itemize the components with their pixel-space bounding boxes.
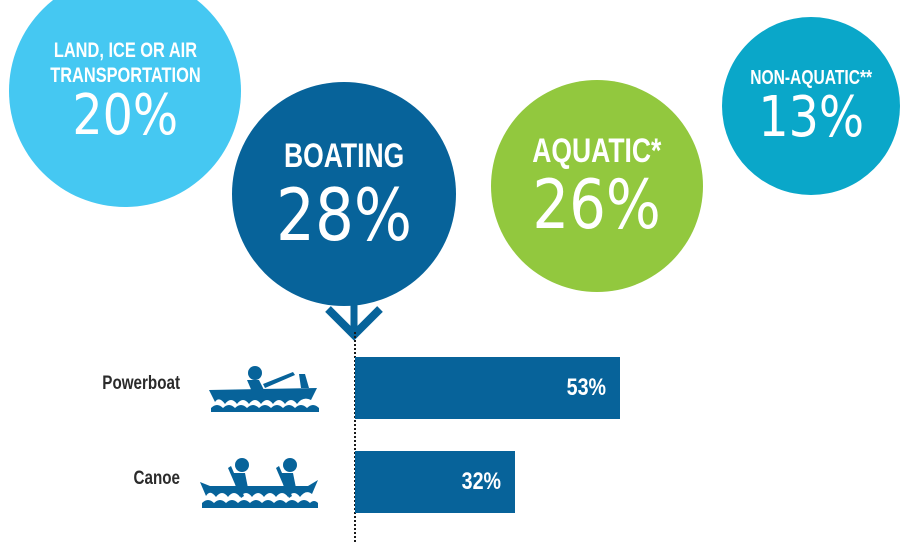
bubble-value: 26% — [532, 166, 662, 245]
bubble-label: AQUATIC* — [532, 132, 661, 170]
category-label-powerboat: Powerboat — [102, 373, 180, 394]
category-label-canoe: Canoe — [133, 468, 180, 489]
bubble-land-ice-air-transportation: LAND, ICE OR AIR TRANSPORTATION 20% — [9, 0, 241, 207]
bubble-label: NON-AQUATIC** — [750, 66, 872, 90]
powerboat-icon — [209, 366, 319, 412]
footnote-mark: ** — [859, 67, 872, 89]
bar-powerboat: 53% — [355, 357, 620, 419]
bar-value-label: 32% — [461, 468, 501, 495]
bar-baseline — [354, 332, 356, 542]
bubble-value: 20% — [72, 83, 178, 148]
bubble-value: 28% — [275, 173, 413, 257]
bubble-boating: BOATING 28% — [232, 82, 456, 306]
bubble-label: LAND, ICE OR AIR TRANSPORTATION — [49, 39, 201, 87]
bubble-value: 13% — [758, 85, 864, 150]
bubble-non-aquatic: NON-AQUATIC** 13% — [722, 17, 900, 195]
bubble-aquatic: AQUATIC* 26% — [491, 80, 703, 292]
bubble-label-text: NON-AQUATIC — [750, 67, 860, 89]
canoe-icon — [200, 458, 318, 508]
bar-value-label: 53% — [566, 374, 606, 401]
bubble-label: BOATING — [283, 137, 405, 175]
bubble-label-text: AQUATIC — [532, 132, 652, 170]
footnote-mark: * — [651, 132, 662, 170]
bar-canoe: 32% — [355, 451, 515, 513]
